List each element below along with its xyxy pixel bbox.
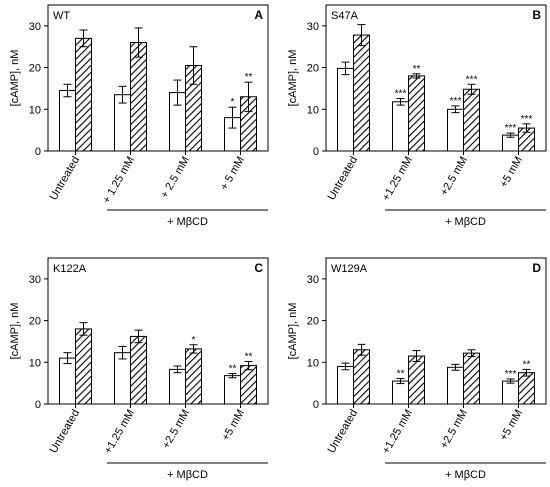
x-category-label: + 1.25 mM	[101, 155, 138, 206]
bar-untreated	[392, 101, 409, 152]
x-category-label: Untreated	[48, 155, 83, 203]
bar-treated	[75, 328, 92, 405]
x-category-label: +2.5 mM	[438, 408, 470, 451]
y-axis-label: [cAMP], nM	[287, 50, 299, 107]
y-tick-label: 10	[29, 104, 41, 116]
chart-panel-c: 0 10 20 30 [cAMP], nM K122A C Untreated +1.25 mM…	[9, 257, 269, 481]
plot-frame	[47, 257, 269, 405]
bar-untreated	[447, 108, 464, 152]
x-category-label: +1.25 mM	[380, 155, 415, 204]
significance-label: **	[397, 369, 405, 380]
y-tick-label: 20	[307, 316, 319, 328]
bar-treated	[353, 349, 370, 405]
y-tick-label: 10	[307, 104, 319, 116]
y-tick-label: 0	[35, 399, 41, 411]
significance-label: ***	[450, 96, 462, 107]
significance-label: ***	[505, 123, 517, 134]
y-tick-label: 30	[307, 274, 319, 286]
chart-panel-a: 0 10 20 30 [cAMP], nM WT A Untreated + 1.25 mM + …	[9, 4, 269, 228]
bar-untreated	[224, 375, 241, 405]
bar-treated	[463, 352, 480, 405]
x-category-label: + 5 mM	[218, 155, 247, 193]
bar-untreated	[59, 90, 76, 152]
bar-untreated	[392, 380, 409, 405]
y-tick-label: 20	[29, 63, 41, 75]
y-tick-label: 10	[307, 357, 319, 369]
x-category-label: +1.25 mM	[102, 408, 137, 457]
significance-label: **	[245, 72, 253, 83]
x-category-label: +5 mM	[498, 408, 525, 443]
bar-untreated	[337, 67, 354, 152]
y-tick-label: 0	[313, 399, 319, 411]
y-axis-label: [cAMP], nM	[9, 303, 21, 360]
group-label: + MβCD	[445, 469, 486, 481]
significance-label: **	[245, 351, 253, 362]
x-category-label: +2.5 mM	[160, 408, 192, 451]
significance-label: **	[229, 364, 237, 375]
x-category-label: Untreated	[48, 408, 83, 456]
y-tick-label: 20	[29, 316, 41, 328]
significance-label: *	[192, 335, 196, 346]
bar-untreated	[59, 357, 76, 405]
bar-treated	[185, 348, 202, 405]
bar-untreated	[169, 368, 186, 405]
x-category-label: Untreated	[326, 155, 361, 203]
chart-panel-d: 0 10 20 30 [cAMP], nM W129A D Untreated ** +1.25 …	[287, 257, 547, 481]
panel-label: WT	[53, 10, 70, 22]
bar-treated	[408, 75, 425, 152]
panel-letter: D	[532, 261, 541, 275]
y-tick-label: 30	[29, 274, 41, 286]
panel-label: S47A	[331, 10, 359, 22]
bar-untreated	[447, 366, 464, 405]
y-tick-label: 30	[307, 21, 319, 33]
y-tick-label: 0	[35, 146, 41, 158]
x-category-label: +5 mM	[220, 408, 247, 443]
significance-label: ***	[521, 114, 533, 125]
bar-treated	[75, 37, 92, 152]
x-category-label: +5 mM	[498, 155, 525, 190]
significance-label: ***	[395, 88, 407, 99]
plot-frame	[47, 4, 269, 152]
x-category-label: + 2.5 mM	[159, 155, 192, 201]
plot-frame	[325, 4, 547, 152]
panel-letter: A	[254, 8, 263, 22]
bar-untreated	[114, 352, 131, 405]
bar-untreated	[502, 380, 519, 405]
y-tick-label: 0	[313, 146, 319, 158]
panel-letter: C	[254, 261, 263, 275]
panel-letter: B	[532, 8, 541, 22]
panel-label: W129A	[331, 263, 368, 275]
bar-treated	[130, 335, 147, 405]
significance-label: **	[413, 64, 421, 75]
y-tick-label: 10	[29, 357, 41, 369]
group-label: + MβCD	[445, 216, 486, 228]
y-axis-label: [cAMP], nM	[287, 303, 299, 360]
significance-label: ***	[466, 74, 478, 85]
plot-frame	[325, 257, 547, 405]
significance-label: **	[523, 359, 531, 370]
group-label: + MβCD	[167, 469, 208, 481]
y-tick-label: 20	[307, 63, 319, 75]
x-category-label: Untreated	[326, 408, 361, 456]
bar-treated	[463, 88, 480, 152]
x-category-label: +2.5 mM	[438, 155, 470, 198]
bar-treated	[130, 42, 147, 152]
bar-treated	[240, 365, 257, 405]
x-category-label: +1.25 mM	[380, 408, 415, 457]
y-axis-label: [cAMP], nM	[9, 50, 21, 107]
panel-label: K122A	[53, 263, 87, 275]
bar-treated	[353, 34, 370, 152]
significance-label: *	[231, 97, 235, 108]
bar-untreated	[337, 365, 354, 405]
bar-treated	[408, 355, 425, 405]
group-label: + MβCD	[167, 216, 208, 228]
y-tick-label: 30	[29, 21, 41, 33]
significance-label: ***	[505, 369, 517, 380]
bar-treated	[518, 372, 535, 405]
